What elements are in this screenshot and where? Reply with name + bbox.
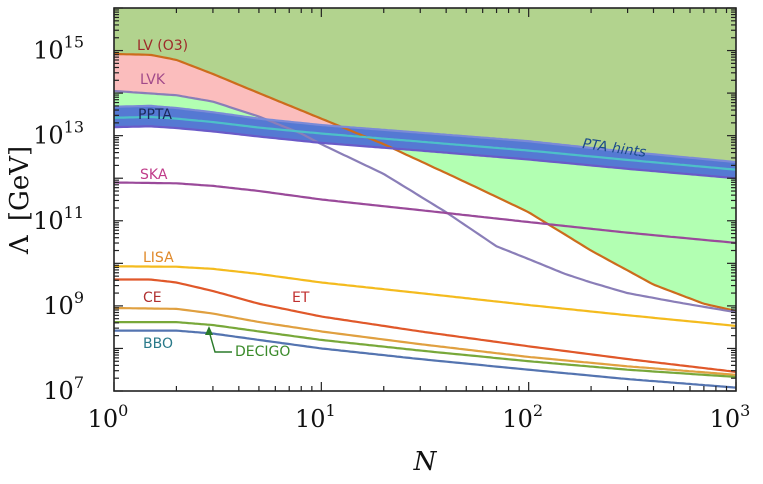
annotation-ppta: PPTA <box>138 107 172 123</box>
x-axis-label: N <box>413 447 438 477</box>
series-line-decigo <box>114 321 736 379</box>
series-line-ppta-hints-lower <box>114 125 736 180</box>
decigo-pointer <box>208 330 232 353</box>
axis-ticks <box>113 7 737 392</box>
series-line-lv-o3 <box>114 52 736 313</box>
x-tick-label: 102 <box>502 401 543 433</box>
series-lines <box>114 52 736 389</box>
y-tick-label: 1013 <box>33 118 84 150</box>
region-excluded-top <box>114 8 736 163</box>
series-line-ska <box>114 181 736 244</box>
x-tick-label: 103 <box>710 401 751 433</box>
series-label-ska: SKA <box>140 167 168 183</box>
y-axis-symbol: Λ <box>5 234 35 255</box>
y-tick-label: 109 <box>43 288 84 320</box>
series-line-lisa <box>114 265 736 327</box>
axis-tick-labels: 100 101 102 103 107 109 1011 1013 1015 <box>33 33 750 433</box>
series-label-lv-o3: LV (O3) <box>137 38 188 54</box>
series-label-decigo: DECIGO <box>235 344 290 360</box>
series-label-ce: CE <box>143 290 162 306</box>
series-line-ppta-hints-upper <box>114 104 736 164</box>
plot-frame <box>113 7 737 392</box>
series-line-bbo <box>114 329 736 389</box>
y-tick-label: 1011 <box>33 203 84 235</box>
y-tick-label: 107 <box>43 373 84 405</box>
svg-text:Λ [GeV]: Λ [GeV] <box>5 146 35 255</box>
y-axis-label: Λ [GeV] <box>5 146 35 255</box>
y-tick-label: 1015 <box>33 33 84 65</box>
series-line-ppta-hints-mid <box>114 115 736 171</box>
series-label-et: ET <box>292 290 310 306</box>
series-line-ce <box>114 278 736 373</box>
series-line-lvk <box>114 89 736 314</box>
y-axis-unit: [GeV] <box>5 146 35 221</box>
series-line-et <box>114 306 736 376</box>
series-label-lvk: LVK <box>140 72 166 88</box>
x-tick-label: 100 <box>88 401 129 433</box>
decigo-arrowhead <box>205 326 213 335</box>
x-tick-label: 101 <box>295 401 336 433</box>
series-label-lisa: LISA <box>143 250 174 266</box>
series-label-bbo: BBO <box>143 336 173 352</box>
